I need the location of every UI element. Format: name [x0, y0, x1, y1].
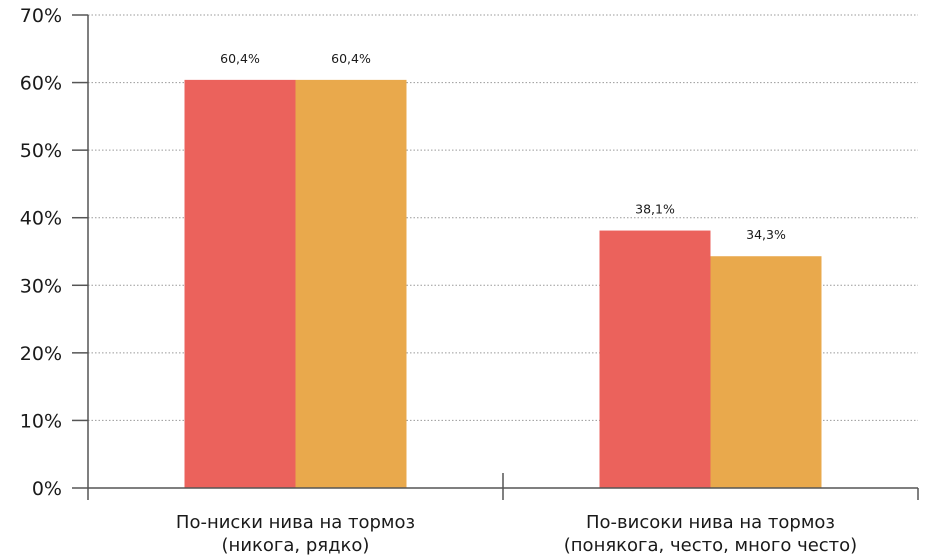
data-label: 60,4% [331, 51, 371, 66]
x-category-label-line: (понякога, често, много често) [564, 535, 857, 555]
x-category-label-line: (никога, рядко) [222, 535, 370, 555]
y-tick-label: 60% [20, 73, 62, 95]
bars [184, 79, 822, 489]
data-label: 60,4% [220, 51, 260, 66]
y-axis-tick-labels: 0% 10% 20% 30% 40% 50% 60% 70% [20, 5, 62, 500]
y-tick-label: 40% [20, 208, 62, 230]
axes [72, 14, 919, 500]
x-category-label: По-ниски нива на тормоз (никога, рядко) [176, 512, 415, 555]
y-tick-label: 50% [20, 140, 62, 162]
y-tick-label: 20% [20, 343, 62, 365]
x-category-label: По-високи нива на тормоз (понякога, често… [564, 512, 857, 555]
bar [295, 79, 407, 489]
y-tick-label: 10% [20, 410, 62, 432]
bar [710, 256, 822, 488]
y-tick-label: 70% [20, 5, 62, 27]
data-label: 34,3% [746, 227, 786, 242]
x-category-label-line: По-високи нива на тормоз [586, 512, 835, 533]
y-tick-label: 30% [20, 275, 62, 297]
x-category-label-line: По-ниски нива на тормоз [176, 512, 415, 533]
bar [184, 79, 296, 489]
x-axis-category-labels: По-ниски нива на тормоз (никога, рядко)По… [176, 512, 857, 555]
bar [599, 230, 711, 488]
data-labels: 60,4% 60,4% 38,1% 34,3% [220, 51, 786, 242]
y-tick-label: 0% [32, 478, 62, 500]
data-label: 38,1% [635, 202, 675, 217]
